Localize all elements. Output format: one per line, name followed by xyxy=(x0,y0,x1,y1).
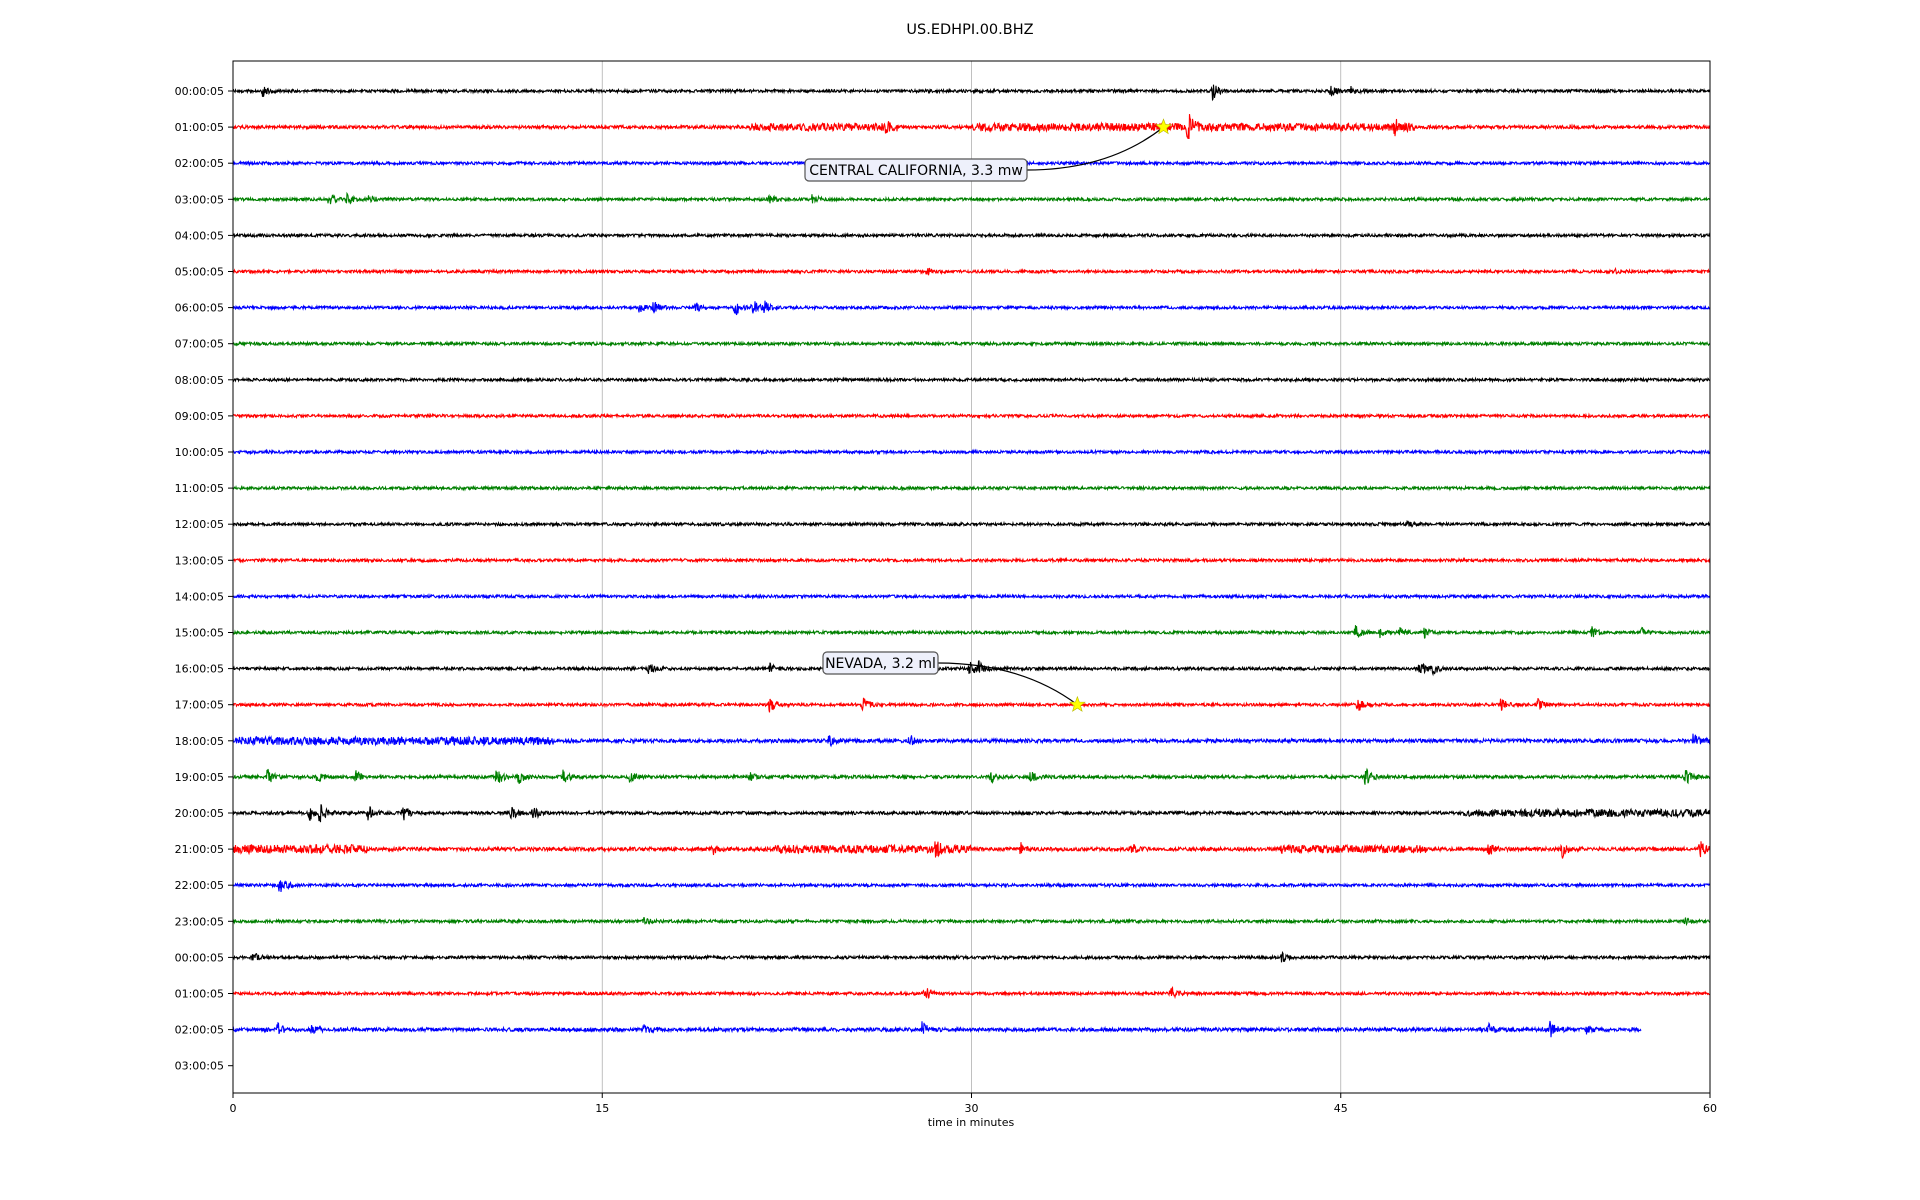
trace-row-19 xyxy=(232,767,1711,785)
trace-row-3 xyxy=(232,191,1711,205)
x-tick-label-0: 0 xyxy=(230,1102,237,1115)
x-tick-label-3: 45 xyxy=(1334,1102,1348,1115)
trace-row-8 xyxy=(232,376,1711,384)
row-label-1: 01:00:05 xyxy=(175,121,224,134)
trace-row-21 xyxy=(232,841,1711,859)
annotation-label-1: NEVADA, 3.2 ml xyxy=(825,656,936,672)
row-label-5: 05:00:05 xyxy=(175,266,224,279)
row-label-22: 22:00:05 xyxy=(175,879,224,892)
trace-row-11 xyxy=(232,484,1711,492)
trace-row-6 xyxy=(232,300,1711,316)
row-label-2: 02:00:05 xyxy=(175,157,224,170)
row-label-8: 08:00:05 xyxy=(175,374,224,387)
annotation-box-0 xyxy=(804,158,1028,182)
trace-row-14 xyxy=(232,592,1711,600)
row-label-16: 16:00:05 xyxy=(175,663,224,676)
x-axis-ticks: 0 15 30 45 60 xyxy=(230,1093,1717,1115)
annotation-connector-1 xyxy=(937,662,1078,706)
row-label-24: 00:00:05 xyxy=(175,951,224,964)
trace-row-22 xyxy=(232,880,1711,893)
row-label-26: 02:00:05 xyxy=(175,1024,224,1037)
trace-row-12 xyxy=(232,519,1711,528)
row-label-23: 23:00:05 xyxy=(175,915,224,928)
row-label-21: 21:00:05 xyxy=(175,843,224,856)
annotation-0: CENTRAL CALIFORNIA, 3.3 mw xyxy=(804,118,1172,182)
row-label-19: 19:00:05 xyxy=(175,771,224,784)
trace-row-26 xyxy=(232,1020,1642,1038)
trace-row-18 xyxy=(232,733,1711,748)
trace-row-20 xyxy=(232,804,1711,823)
row-label-13: 13:00:05 xyxy=(175,554,224,567)
annotation-1: NEVADA, 3.2 ml xyxy=(822,651,1086,712)
event-annotations: CENTRAL CALIFORNIA, 3.3 mw NEVADA, 3.2 ml xyxy=(804,118,1172,712)
row-label-7: 07:00:05 xyxy=(175,338,224,351)
trace-row-17 xyxy=(232,697,1711,713)
trace-row-15 xyxy=(232,625,1711,639)
row-label-11: 11:00:05 xyxy=(175,482,224,495)
trace-row-25 xyxy=(232,985,1711,1000)
event-star-marker-1 xyxy=(1068,695,1086,712)
row-label-4: 04:00:05 xyxy=(175,229,224,242)
trace-row-9 xyxy=(232,412,1711,420)
trace-row-23 xyxy=(232,916,1711,927)
row-label-10: 10:00:05 xyxy=(175,446,224,459)
trace-row-10 xyxy=(232,448,1711,456)
row-label-15: 15:00:05 xyxy=(175,627,224,640)
trace-row-0 xyxy=(232,84,1711,102)
trace-row-5 xyxy=(232,266,1711,276)
row-label-9: 09:00:05 xyxy=(175,410,224,423)
row-label-14: 14:00:05 xyxy=(175,590,224,603)
row-label-18: 18:00:05 xyxy=(175,735,224,748)
event-star-marker-0 xyxy=(1155,118,1172,135)
row-label-27: 03:00:05 xyxy=(175,1060,224,1073)
row-label-12: 12:00:05 xyxy=(175,518,224,531)
chart-title: US.EDHPI.00.BHZ xyxy=(906,22,1033,38)
annotation-connector-0 xyxy=(1026,126,1164,171)
row-label-20: 20:00:05 xyxy=(175,807,224,820)
x-tick-label-1: 15 xyxy=(595,1102,609,1115)
x-tick-label-4: 60 xyxy=(1703,1102,1717,1115)
row-label-0: 00:00:05 xyxy=(175,85,224,98)
row-label-25: 01:00:05 xyxy=(175,988,224,1001)
row-label-6: 06:00:05 xyxy=(175,302,224,315)
trace-row-4 xyxy=(232,231,1711,239)
annotation-label-0: CENTRAL CALIFORNIA, 3.3 mw xyxy=(809,163,1023,179)
trace-row-24 xyxy=(232,950,1711,963)
trace-row-7 xyxy=(232,340,1711,348)
seismic-traces xyxy=(232,84,1711,1038)
row-label-17: 17:00:05 xyxy=(175,699,224,712)
x-axis-label: time in minutes xyxy=(928,1116,1015,1129)
trace-row-13 xyxy=(232,556,1711,564)
row-label-3: 03:00:05 xyxy=(175,193,224,206)
trace-row-1 xyxy=(232,114,1711,139)
x-tick-label-2: 30 xyxy=(965,1102,979,1115)
annotation-box-1 xyxy=(822,651,939,675)
plot-frame xyxy=(232,60,1711,1094)
row-time-labels: 00:00:05 01:00:05 02:00:05 03:00:05 04:00:05… xyxy=(175,85,233,1073)
